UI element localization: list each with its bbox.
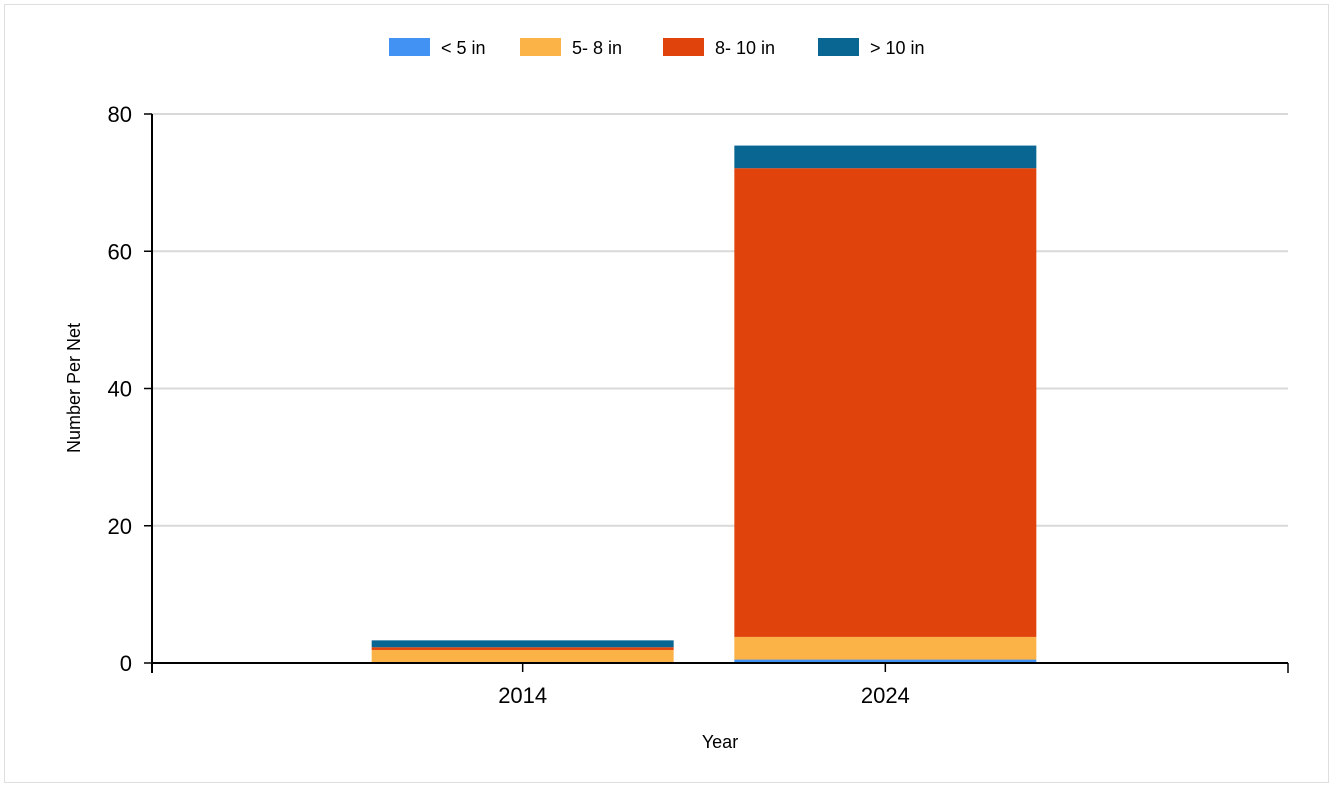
legend-label: < 5 in bbox=[441, 38, 486, 58]
bar-segment bbox=[371, 640, 674, 648]
bar-segment bbox=[371, 647, 674, 650]
legend: < 5 in 5- 8 in 8- 10 in > 10 in bbox=[389, 38, 925, 58]
x-tick-label: 2024 bbox=[861, 683, 910, 708]
x-axis-title: Year bbox=[702, 732, 738, 752]
x-tick-label: 2014 bbox=[498, 683, 547, 708]
legend-label: 5- 8 in bbox=[572, 38, 622, 58]
bar-stack-2014 bbox=[371, 640, 674, 663]
y-tick-label: 40 bbox=[108, 377, 132, 402]
legend-label: 8- 10 in bbox=[715, 38, 775, 58]
bar-segment bbox=[734, 636, 1037, 660]
legend-swatch bbox=[520, 38, 561, 56]
legend-item: < 5 in bbox=[389, 38, 486, 58]
x-tick-labels: 2014 2024 bbox=[498, 683, 910, 708]
bar-segment bbox=[371, 649, 674, 663]
y-tick-label: 20 bbox=[108, 514, 132, 539]
legend-label: > 10 in bbox=[870, 38, 925, 58]
bar-stack-2024 bbox=[734, 145, 1037, 663]
axes bbox=[151, 114, 1289, 673]
bar-segment bbox=[734, 145, 1037, 169]
bar-segment bbox=[734, 659, 1037, 663]
y-tick-label: 60 bbox=[108, 239, 132, 264]
bars bbox=[371, 145, 1037, 663]
y-tick-labels: 0 20 40 60 80 bbox=[108, 102, 132, 676]
legend-swatch bbox=[663, 38, 704, 56]
y-tick-label: 0 bbox=[120, 651, 132, 676]
gridlines bbox=[144, 113, 1288, 664]
bar-segment bbox=[734, 168, 1037, 637]
legend-swatch bbox=[389, 38, 430, 56]
legend-item: 5- 8 in bbox=[520, 38, 622, 58]
y-axis-title: Number Per Net bbox=[64, 323, 84, 453]
legend-item: > 10 in bbox=[818, 38, 925, 58]
legend-swatch bbox=[818, 38, 859, 56]
y-tick-label: 80 bbox=[108, 102, 132, 127]
legend-item: 8- 10 in bbox=[663, 38, 775, 58]
